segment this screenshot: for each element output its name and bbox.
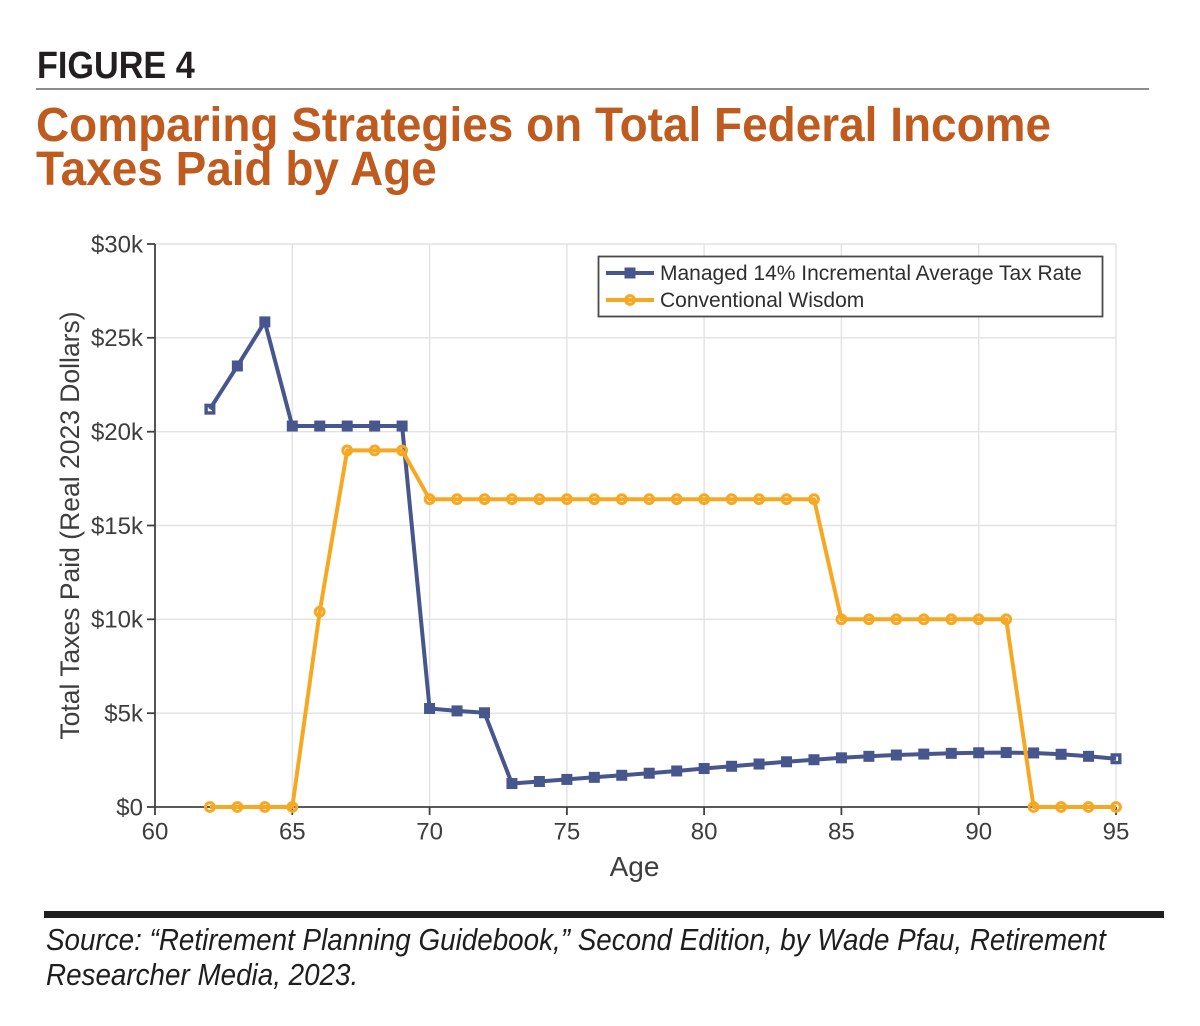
svg-text:$0: $0 [116,794,143,821]
svg-text:75: 75 [554,819,581,846]
svg-text:$20k: $20k [91,419,144,446]
svg-text:Total Taxes Paid (Real 2023 Do: Total Taxes Paid (Real 2023 Dollars) [55,311,85,739]
svg-text:95: 95 [1103,819,1130,846]
svg-text:60: 60 [142,819,169,846]
svg-text:85: 85 [828,819,855,846]
svg-text:$5k: $5k [104,701,144,728]
svg-text:80: 80 [691,819,718,846]
svg-text:Age: Age [610,851,660,882]
svg-text:$25k: $25k [91,325,144,352]
svg-text:$10k: $10k [91,607,144,634]
svg-text:$30k: $30k [91,231,144,258]
svg-text:65: 65 [279,819,306,846]
svg-text:Managed 14% Incremental Averag: Managed 14% Incremental Average Tax Rate [660,262,1082,285]
svg-text:$15k: $15k [91,513,144,540]
svg-text:Conventional Wisdom: Conventional Wisdom [660,289,864,312]
svg-text:70: 70 [416,819,443,846]
svg-text:90: 90 [965,819,992,846]
